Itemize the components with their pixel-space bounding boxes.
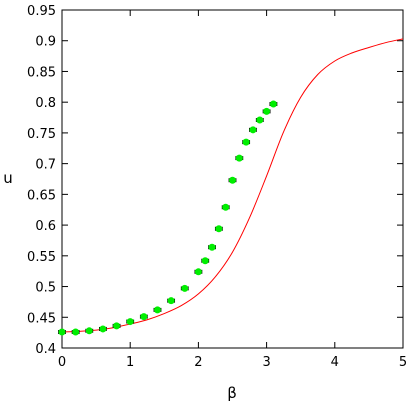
y-tick-label: 0.7 — [35, 158, 56, 173]
data-point — [269, 100, 277, 108]
data-point — [126, 318, 134, 326]
y-tick-label: 0.6 — [35, 219, 56, 234]
y-tick-label: 0.9 — [35, 35, 56, 50]
x-tick-label: 0 — [58, 355, 66, 370]
data-point — [256, 116, 264, 124]
data-point — [194, 268, 202, 276]
data-point — [235, 154, 243, 162]
data-point — [201, 257, 209, 265]
x-tick-label: 5 — [399, 355, 407, 370]
y-tick-label: 0.85 — [27, 65, 56, 80]
data-point — [72, 328, 80, 336]
data-point — [222, 203, 230, 211]
data-point — [215, 225, 223, 233]
y-tick-label: 0.55 — [27, 250, 56, 265]
x-tick-label: 3 — [262, 355, 270, 370]
fit-curve — [61, 38, 404, 333]
data-point — [181, 284, 189, 292]
x-axis-label: β — [227, 384, 237, 402]
data-point — [263, 107, 271, 115]
data-point — [113, 322, 121, 330]
y-tick-label: 0.4 — [35, 342, 56, 357]
data-point — [249, 126, 257, 134]
data-point — [85, 327, 93, 335]
y-tick-label: 0.75 — [27, 127, 56, 142]
data-point — [208, 243, 216, 251]
data-point — [242, 138, 250, 146]
data-points-group — [58, 100, 278, 336]
y-tick-label: 0.95 — [27, 4, 56, 19]
y-axis-label: u — [3, 169, 13, 187]
y-tick-label: 0.8 — [35, 96, 56, 111]
data-point — [229, 176, 236, 184]
x-tick-label: 1 — [126, 355, 134, 370]
x-tick-label: 4 — [331, 355, 339, 370]
y-tick-label: 0.45 — [27, 311, 56, 326]
data-point — [140, 313, 148, 321]
plot-frame — [61, 9, 404, 349]
axis-ticks: 0 1 2 3 4 5 0.4 0.45 0.5 0.55 0.6 0.65 0.7 0.75 0.8 0.8… — [27, 4, 407, 370]
data-point — [58, 328, 66, 336]
data-point — [153, 306, 161, 314]
fit-curve-group — [61, 38, 404, 333]
data-point — [167, 297, 175, 305]
x-tick-label: 2 — [194, 355, 202, 370]
y-tick-label: 0.5 — [35, 281, 56, 296]
data-point — [99, 325, 107, 333]
y-tick-label: 0.65 — [27, 188, 56, 203]
